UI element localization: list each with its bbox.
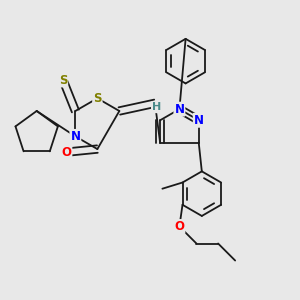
- Text: S: S: [59, 74, 67, 86]
- Text: O: O: [174, 220, 184, 233]
- Text: N: N: [70, 130, 80, 143]
- Text: O: O: [61, 146, 71, 159]
- Text: H: H: [152, 102, 161, 112]
- Text: N: N: [194, 114, 204, 127]
- Text: N: N: [174, 103, 184, 116]
- Text: S: S: [93, 92, 102, 105]
